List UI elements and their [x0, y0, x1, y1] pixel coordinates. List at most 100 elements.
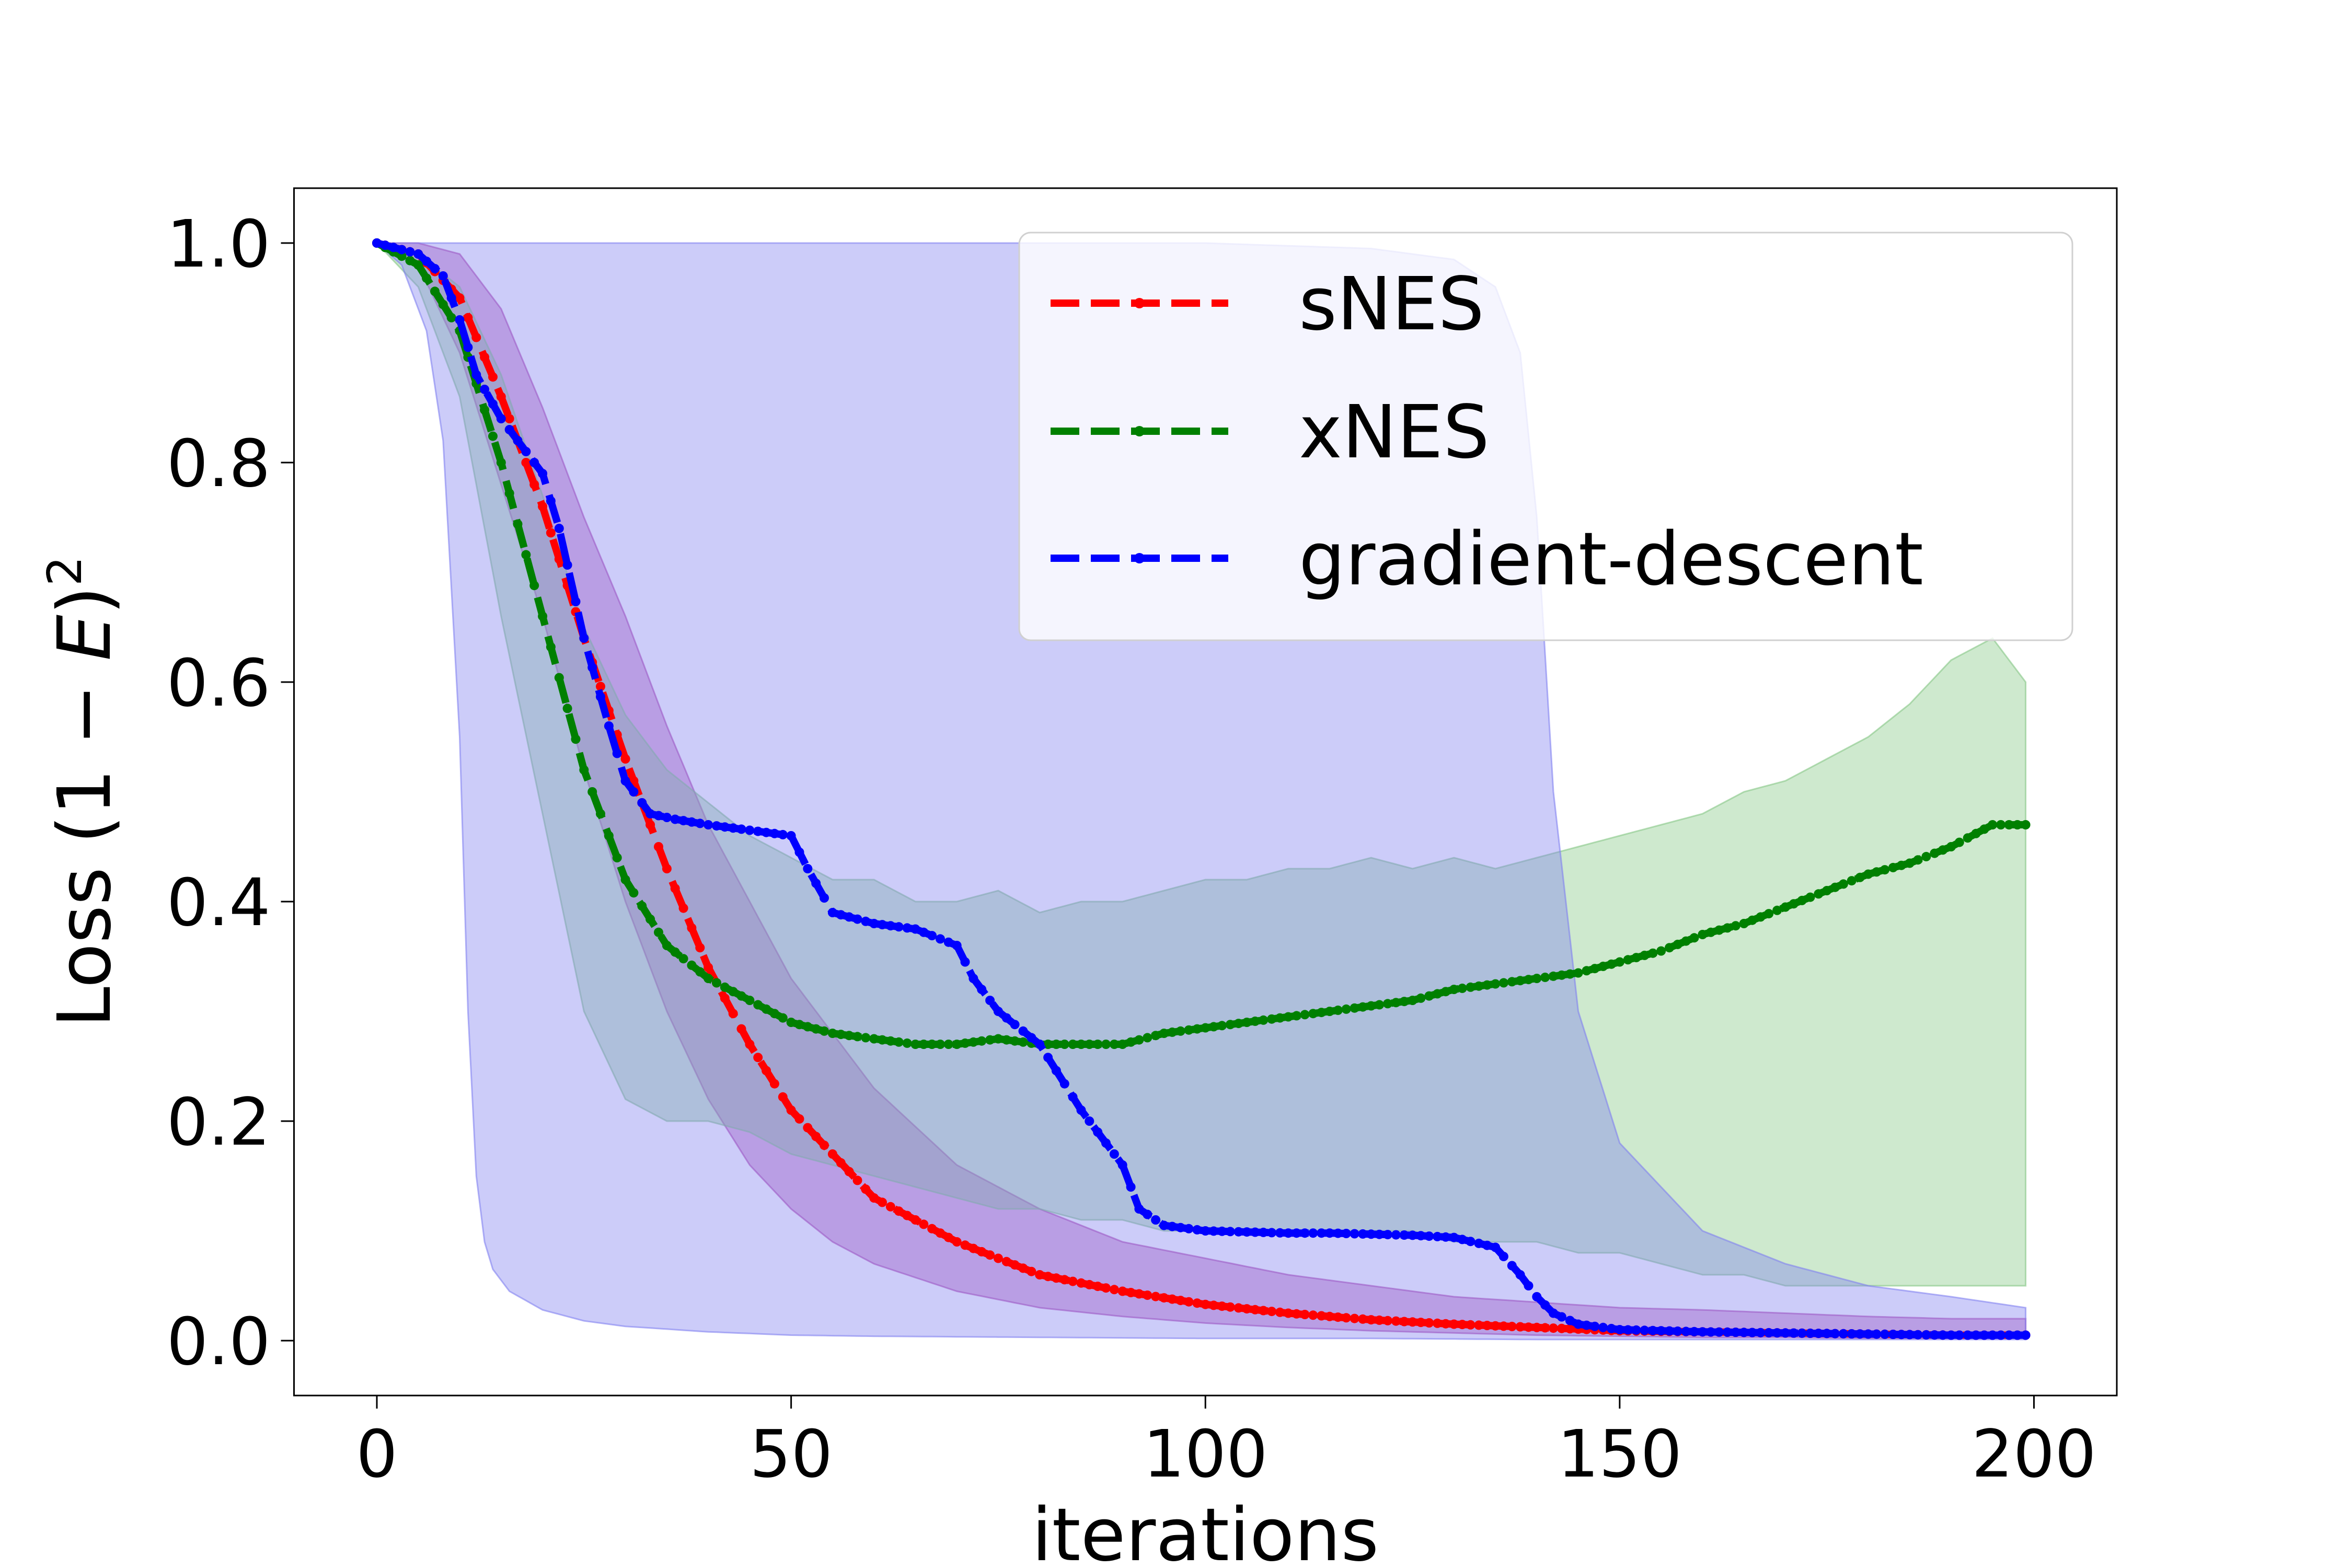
data-point-xnes: [844, 1031, 854, 1041]
data-point-gradient-descent: [1051, 1066, 1061, 1076]
data-point-gradient-descent: [736, 824, 746, 834]
data-point-xnes: [869, 1034, 879, 1044]
data-point-gradient-descent: [1739, 1328, 1749, 1338]
data-point-snes: [1549, 1323, 1558, 1333]
data-point-xnes: [1747, 915, 1757, 925]
data-point-gradient-descent: [1350, 1229, 1359, 1239]
data-point-gradient-descent: [422, 257, 432, 266]
data-point-gradient-descent: [1979, 1330, 1989, 1340]
data-point-xnes: [960, 1038, 970, 1048]
data-point-xnes: [1673, 939, 1682, 949]
data-point-xnes: [1631, 953, 1641, 963]
data-point-gradient-descent: [1391, 1230, 1401, 1240]
data-point-gradient-descent: [769, 828, 779, 838]
data-point-xnes: [1424, 991, 1434, 1001]
data-point-gradient-descent: [645, 809, 655, 818]
data-point-gradient-descent: [1217, 1226, 1227, 1236]
data-point-snes: [1333, 1312, 1343, 1322]
data-point-snes: [836, 1158, 846, 1168]
data-point-xnes: [1880, 865, 1890, 875]
data-point-gradient-descent: [778, 829, 788, 839]
data-point-gradient-descent: [786, 831, 796, 840]
data-point-xnes: [836, 1030, 846, 1040]
data-point-xnes: [1557, 970, 1566, 980]
data-point-snes: [927, 1224, 937, 1233]
data-point-gradient-descent: [397, 245, 407, 255]
data-point-snes: [1109, 1285, 1119, 1295]
legend-label-xnes: xNES: [1299, 390, 1490, 475]
data-point-xnes: [1988, 820, 1998, 829]
data-point-xnes: [1507, 977, 1517, 987]
data-point-xnes: [704, 974, 713, 983]
data-point-gradient-descent: [1416, 1231, 1426, 1241]
data-point-snes: [1366, 1315, 1376, 1325]
data-point-gradient-descent: [985, 996, 995, 1005]
data-point-snes: [861, 1184, 871, 1194]
data-point-gradient-descent: [1656, 1326, 1666, 1336]
data-point-gradient-descent: [762, 827, 771, 837]
data-point-gradient-descent: [1184, 1224, 1194, 1233]
data-point-xnes: [1623, 955, 1633, 965]
data-point-xnes: [1317, 1008, 1327, 1018]
data-point-xnes: [1151, 1031, 1161, 1041]
data-point-gradient-descent: [1598, 1322, 1608, 1332]
data-point-snes: [1399, 1317, 1409, 1327]
data-point-snes: [969, 1243, 978, 1253]
data-point-gradient-descent: [1474, 1238, 1484, 1248]
data-point-snes: [1482, 1321, 1492, 1330]
data-point-gradient-descent: [1333, 1228, 1343, 1238]
data-point-xnes: [662, 941, 672, 950]
data-point-gradient-descent: [2012, 1330, 2022, 1340]
data-point-gradient-descent: [1524, 1281, 1534, 1290]
data-point-xnes: [604, 831, 614, 840]
data-point-xnes: [1756, 912, 1766, 922]
data-point-gradient-descent: [1855, 1329, 1865, 1339]
data-point-gradient-descent: [1325, 1228, 1334, 1238]
data-point-gradient-descent: [943, 937, 953, 947]
data-point-gradient-descent: [388, 243, 398, 252]
data-point-xnes: [1971, 828, 1981, 838]
data-point-xnes: [430, 286, 440, 296]
data-point-xnes: [778, 1013, 788, 1023]
data-point-xnes: [993, 1034, 1003, 1044]
data-point-snes: [1424, 1318, 1434, 1328]
data-point-xnes: [587, 787, 597, 797]
data-point-xnes: [977, 1036, 987, 1046]
data-point-snes: [728, 1009, 738, 1019]
data-point-gradient-descent: [1747, 1328, 1757, 1338]
data-point-gradient-descent: [1482, 1240, 1492, 1250]
data-point-xnes: [1905, 858, 1915, 868]
data-point-gradient-descent: [1971, 1330, 1981, 1340]
data-point-xnes: [852, 1032, 862, 1042]
data-point-xnes: [1515, 976, 1525, 986]
data-point-xnes: [1366, 1001, 1376, 1011]
data-point-xnes: [579, 765, 589, 775]
data-point-snes: [1391, 1316, 1401, 1326]
y-axis-label-main: Loss (1 −: [42, 661, 128, 1028]
data-point-snes: [455, 293, 465, 303]
markers-gradient-descent: [372, 238, 2031, 1340]
data-point-xnes: [936, 1040, 945, 1049]
data-point-xnes: [1466, 982, 1475, 992]
data-point-xnes: [1209, 1022, 1219, 1032]
data-point-gradient-descent: [1814, 1329, 1824, 1339]
data-point-gradient-descent: [1665, 1326, 1674, 1336]
data-point-xnes: [1888, 862, 1898, 872]
data-point-gradient-descent: [1988, 1330, 1998, 1340]
data-point-xnes: [1093, 1040, 1103, 1049]
data-point-xnes: [1076, 1040, 1086, 1049]
data-point-xnes: [2021, 820, 2031, 829]
data-point-snes: [1325, 1311, 1334, 1321]
data-point-xnes: [529, 581, 539, 591]
data-point-gradient-descent: [405, 247, 415, 257]
data-point-snes: [654, 842, 663, 851]
data-point-gradient-descent: [1789, 1328, 1798, 1338]
data-point-gradient-descent: [1905, 1330, 1915, 1340]
data-point-gradient-descent: [1507, 1261, 1517, 1271]
data-point-xnes: [1598, 961, 1608, 971]
data-point-snes: [993, 1253, 1003, 1263]
data-point-xnes: [1731, 921, 1740, 931]
data-point-gradient-descent: [927, 931, 937, 941]
legend-label-gradient-descent: gradient-descent: [1299, 517, 1923, 602]
data-point-xnes: [1233, 1019, 1243, 1029]
